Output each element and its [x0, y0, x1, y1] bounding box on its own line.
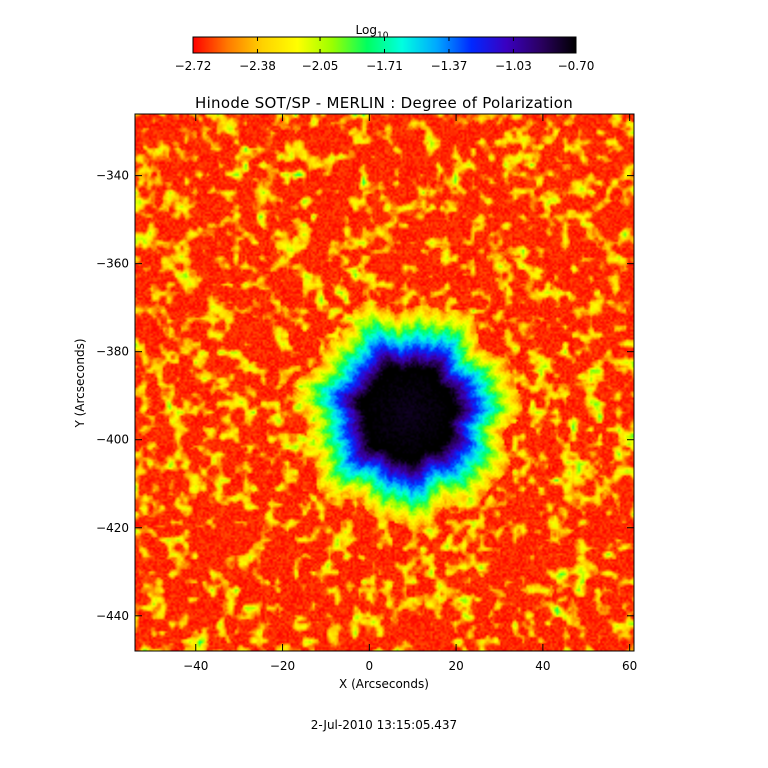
- x-tick-label: 20: [448, 659, 463, 673]
- y-tick-label: −400: [96, 433, 129, 447]
- colorbar-title-subscript: 10: [377, 31, 389, 41]
- colorbar-tick-label: −1.03: [495, 59, 532, 73]
- plot-area: −40 −20 0 20 40 60 −340 −360 −380 −400 −420 −440: [96, 113, 637, 673]
- y-tick-label: −440: [96, 609, 129, 623]
- x-axis-title: X (Arcseconds): [339, 677, 429, 691]
- x-tick-label: 40: [535, 659, 550, 673]
- colorbar-tick-label: −1.37: [431, 59, 468, 73]
- x-tick-label: 60: [622, 659, 637, 673]
- plot-frame: [134, 113, 635, 652]
- colorbar-ticks: −2.72 −2.38 −2.05 −1.71 −1.37 −1.03 −0.70: [175, 37, 595, 73]
- colorbar-tick-label: −0.70: [558, 59, 595, 73]
- y-axis-ticks: −340 −360 −380 −400 −420 −440: [96, 169, 634, 623]
- y-tick-label: −360: [96, 257, 129, 271]
- heatmap-image: [135, 114, 634, 651]
- observation-timestamp: 2-Jul-2010 13:15:05.437: [311, 718, 457, 732]
- x-tick-label: 0: [365, 659, 373, 673]
- colorbar-tick-label: −2.05: [302, 59, 339, 73]
- chart-title: Hinode SOT/SP - MERLIN : Degree of Polar…: [195, 94, 573, 112]
- x-tick-label: −40: [183, 659, 208, 673]
- colorbar-title: Log10: [356, 23, 389, 41]
- y-tick-label: −380: [96, 345, 129, 359]
- x-tick-label: −20: [270, 659, 295, 673]
- colorbar-tick-label: −2.38: [239, 59, 276, 73]
- y-axis-title: Y (Arcseconds): [73, 338, 87, 428]
- x-axis-ticks: −40 −20 0 20 40 60: [183, 114, 637, 673]
- colorbar-tick-label: −2.72: [175, 59, 212, 73]
- colorbar: Log10 −2.72 −2.38 −2.05 −1.71 −1.37 −1.03 −0.7…: [175, 23, 595, 73]
- y-tick-label: −420: [96, 521, 129, 535]
- y-tick-label: −340: [96, 169, 129, 183]
- colorbar-title-main: Log: [356, 23, 377, 37]
- colorbar-tick-label: −1.71: [366, 59, 403, 73]
